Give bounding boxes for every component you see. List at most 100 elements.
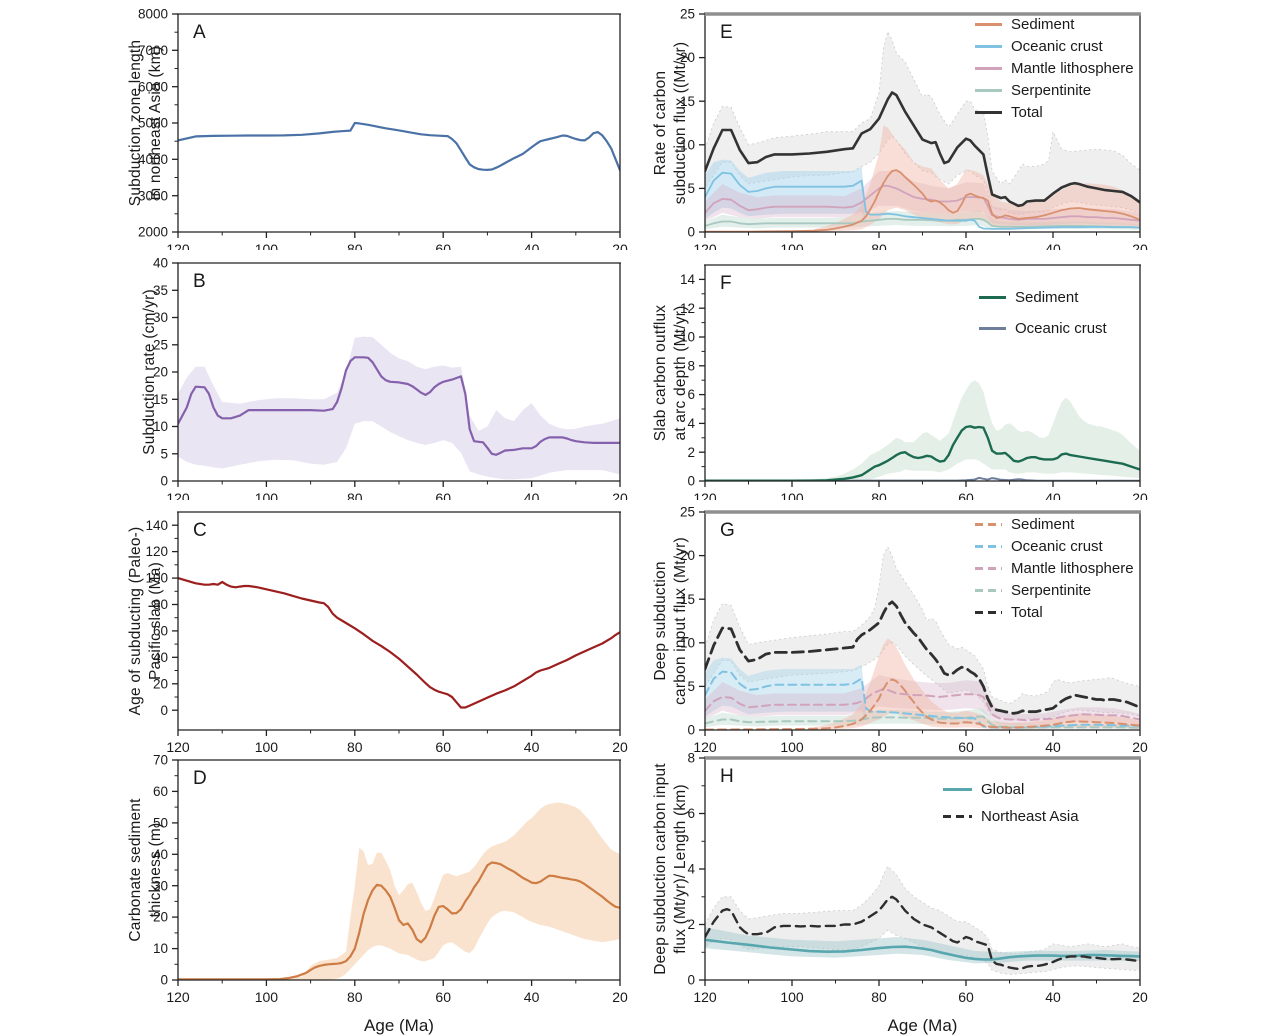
svg-text:100: 100 <box>255 739 279 755</box>
b-band-subduction-rate-range <box>178 336 620 480</box>
svg-text:80: 80 <box>347 739 363 755</box>
svg-text:5000: 5000 <box>138 116 168 131</box>
svg-text:80: 80 <box>153 597 168 612</box>
legend-label-total: Total <box>1011 103 1043 121</box>
svg-text:8: 8 <box>687 751 695 766</box>
svg-text:120: 120 <box>693 739 717 755</box>
f-axes: 0 2 4 6 8 10 12 14 120 100 80 60 40 20 <box>680 264 1148 500</box>
legend-swatch-global <box>943 788 972 791</box>
c-axes: 0 20 40 60 80 100 120 140 120 100 80 60 40 20 <box>145 511 628 755</box>
panel-C-plot: 0 20 40 60 80 100 120 140 120 100 80 60 40 20 <box>145 511 628 755</box>
svg-text:60: 60 <box>435 241 451 250</box>
svg-text:100: 100 <box>255 989 279 1005</box>
svg-text:60: 60 <box>958 490 974 500</box>
g-band-sediment-range <box>813 638 1140 730</box>
legend-label-oceanic-crust: Oceanic crust <box>1011 537 1103 555</box>
svg-text:50: 50 <box>153 816 168 831</box>
svg-text:20: 20 <box>612 241 628 250</box>
legend-label-sediment: Sediment <box>1011 515 1075 533</box>
svg-text:14: 14 <box>680 272 696 287</box>
legend-item-oceanic-crust: Oceanic crust <box>979 313 1107 344</box>
svg-text:7000: 7000 <box>138 43 168 58</box>
svg-text:0: 0 <box>687 225 695 240</box>
svg-text:80: 80 <box>347 490 363 500</box>
panel-E: Rate of carbon subduction flux ((Mt/yr) … <box>645 0 1270 250</box>
svg-text:20: 20 <box>612 739 628 755</box>
legend-label-serpentinite: Serpentinite <box>1011 581 1092 599</box>
svg-text:2: 2 <box>687 917 695 932</box>
svg-text:3000: 3000 <box>138 188 168 203</box>
svg-text:60: 60 <box>958 241 974 250</box>
f-band-sediment-range <box>705 380 1140 481</box>
panel-G: Deep subduction carbon input flux (Mt/yr… <box>645 500 1270 755</box>
svg-text:25: 25 <box>680 505 695 520</box>
legend-item-serpentinite: Serpentinite <box>975 79 1134 101</box>
svg-text:60: 60 <box>435 739 451 755</box>
g-band-total-range <box>705 546 1140 720</box>
panel-D-plot: 0 10 20 30 40 50 60 70 120 100 80 60 40 20 <box>153 753 628 1005</box>
legend-item-northeast-asia: Northeast Asia <box>943 803 1079 830</box>
svg-text:60: 60 <box>435 989 451 1005</box>
legend-swatch-sediment <box>975 522 1002 526</box>
svg-text:20: 20 <box>1132 739 1148 755</box>
svg-text:40: 40 <box>524 989 540 1005</box>
svg-text:40: 40 <box>1045 490 1061 500</box>
svg-text:120: 120 <box>693 989 717 1005</box>
legend-label-northeast-asia: Northeast Asia <box>981 808 1079 825</box>
d-plot-area <box>178 802 620 980</box>
svg-text:20: 20 <box>153 676 168 691</box>
svg-text:100: 100 <box>255 241 279 250</box>
svg-text:60: 60 <box>153 784 168 799</box>
svg-text:35: 35 <box>153 283 168 298</box>
d-axes: 0 10 20 30 40 50 60 70 120 100 80 60 40 20 <box>153 753 628 1005</box>
svg-text:5: 5 <box>160 446 168 461</box>
e-series-serpentinite <box>705 218 1140 229</box>
g-band-serpentinite-range <box>705 708 1140 729</box>
svg-text:15: 15 <box>680 94 695 109</box>
svg-text:0: 0 <box>160 703 168 718</box>
svg-text:60: 60 <box>153 624 168 639</box>
e-band-total-range <box>705 30 1140 216</box>
d-series-carbonate-thickness <box>178 861 620 980</box>
svg-text:8: 8 <box>687 358 695 373</box>
svg-text:20: 20 <box>1132 989 1148 1005</box>
g-series-total <box>705 600 1140 715</box>
panel-E-letter: E <box>720 22 733 43</box>
svg-text:20: 20 <box>153 910 168 925</box>
svg-text:6000: 6000 <box>138 79 168 94</box>
svg-text:100: 100 <box>780 989 804 1005</box>
svg-text:120: 120 <box>166 490 190 500</box>
g-series-mantle-lithosphere <box>705 688 1140 722</box>
svg-text:100: 100 <box>145 571 168 586</box>
panel-F: Slab carbon outflux at arc depth (Mt/yr)… <box>645 250 1270 500</box>
svg-text:5: 5 <box>687 181 695 196</box>
panel-G-letter: G <box>720 520 735 541</box>
svg-text:0: 0 <box>160 973 168 988</box>
a-plot-area <box>178 121 620 172</box>
svg-text:40: 40 <box>153 256 168 271</box>
svg-text:120: 120 <box>693 490 717 500</box>
svg-text:80: 80 <box>871 989 887 1005</box>
svg-text:5: 5 <box>687 679 695 694</box>
svg-text:10: 10 <box>153 419 168 434</box>
svg-text:80: 80 <box>871 739 887 755</box>
legend-label-total: Total <box>1011 603 1043 621</box>
f-series-sediment <box>705 425 1140 481</box>
legend-swatch-mantle-lithosphere <box>975 566 1002 570</box>
svg-text:20: 20 <box>612 490 628 500</box>
legend-swatch-sediment <box>979 296 1006 299</box>
c-series-slab-age <box>178 577 620 709</box>
panel-G-plot: 0 5 10 15 20 25 120 100 80 60 40 20 <box>680 505 1148 755</box>
svg-text:80: 80 <box>347 241 363 250</box>
svg-text:120: 120 <box>166 241 190 250</box>
panel-F-letter: F <box>720 273 732 294</box>
panel-H-xlabel: Age (Ma) <box>887 1016 958 1035</box>
panel-B-letter: B <box>193 271 206 292</box>
svg-text:80: 80 <box>871 490 887 500</box>
g-axes: 0 5 10 15 20 25 120 100 80 60 40 20 <box>680 505 1148 755</box>
d-band-thickness-range <box>178 802 620 980</box>
legend-item-total: Total <box>975 101 1134 123</box>
g-plot-area <box>705 546 1140 730</box>
legend-label-oceanic-crust: Oceanic crust <box>1011 37 1103 55</box>
panel-C-letter: C <box>193 520 207 541</box>
